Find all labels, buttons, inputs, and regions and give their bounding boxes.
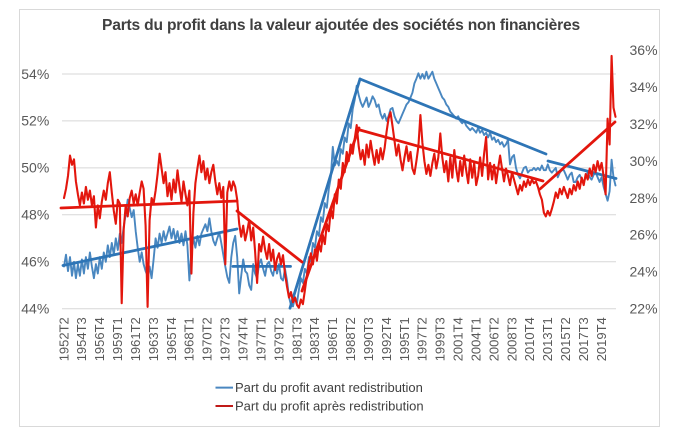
svg-text:50%: 50% — [21, 160, 49, 176]
svg-text:1963T3: 1963T3 — [146, 317, 161, 361]
svg-text:1972T3: 1972T3 — [218, 317, 233, 361]
svg-text:2006T2: 2006T2 — [486, 317, 501, 361]
svg-text:1974T4: 1974T4 — [236, 317, 251, 361]
svg-text:1959T1: 1959T1 — [110, 317, 125, 361]
svg-text:Parts du profit dans la valeur: Parts du profit dans la valeur ajoutée d… — [102, 17, 580, 34]
svg-text:2015T2: 2015T2 — [558, 317, 573, 361]
svg-text:28%: 28% — [630, 190, 658, 206]
svg-text:Part du profit après redistrib: Part du profit après redistribution — [235, 398, 424, 413]
svg-text:1992T4: 1992T4 — [379, 317, 394, 361]
svg-text:1979T2: 1979T2 — [271, 317, 286, 361]
svg-text:24%: 24% — [630, 264, 658, 280]
svg-text:26%: 26% — [630, 227, 658, 243]
svg-text:1968T1: 1968T1 — [182, 317, 197, 361]
svg-text:1970T2: 1970T2 — [200, 317, 215, 361]
svg-text:1981T3: 1981T3 — [289, 317, 304, 361]
svg-text:1961T2: 1961T2 — [128, 317, 143, 361]
svg-text:Part du profit avant redistrib: Part du profit avant redistribution — [235, 380, 423, 395]
svg-text:2013T1: 2013T1 — [540, 317, 555, 361]
svg-text:1999T3: 1999T3 — [433, 317, 448, 361]
svg-text:46%: 46% — [21, 254, 49, 270]
svg-text:2001T4: 2001T4 — [451, 317, 466, 361]
svg-text:2010T4: 2010T4 — [522, 317, 537, 361]
svg-text:1995T1: 1995T1 — [397, 317, 412, 361]
svg-text:32%: 32% — [630, 116, 658, 132]
svg-text:1990T3: 1990T3 — [361, 317, 376, 361]
svg-text:54%: 54% — [21, 66, 49, 82]
svg-text:1977T1: 1977T1 — [253, 317, 268, 361]
svg-text:48%: 48% — [21, 207, 49, 223]
svg-text:1952T2: 1952T2 — [56, 317, 71, 361]
svg-text:1956T4: 1956T4 — [92, 317, 107, 361]
svg-text:2004T1: 2004T1 — [469, 317, 484, 361]
svg-text:1988T2: 1988T2 — [343, 317, 358, 361]
svg-text:1954T3: 1954T3 — [74, 317, 89, 361]
svg-text:1983T4: 1983T4 — [307, 317, 322, 361]
svg-text:34%: 34% — [630, 79, 658, 95]
svg-text:52%: 52% — [21, 113, 49, 129]
svg-text:1986T1: 1986T1 — [325, 317, 340, 361]
svg-text:2008T3: 2008T3 — [504, 317, 519, 361]
svg-text:36%: 36% — [630, 42, 658, 58]
svg-text:44%: 44% — [21, 301, 49, 317]
svg-text:30%: 30% — [630, 153, 658, 169]
svg-text:1997T2: 1997T2 — [415, 317, 430, 361]
svg-text:2019T4: 2019T4 — [594, 317, 609, 361]
svg-text:22%: 22% — [630, 301, 658, 317]
svg-text:2017T3: 2017T3 — [576, 317, 591, 361]
svg-text:1965T4: 1965T4 — [164, 317, 179, 361]
